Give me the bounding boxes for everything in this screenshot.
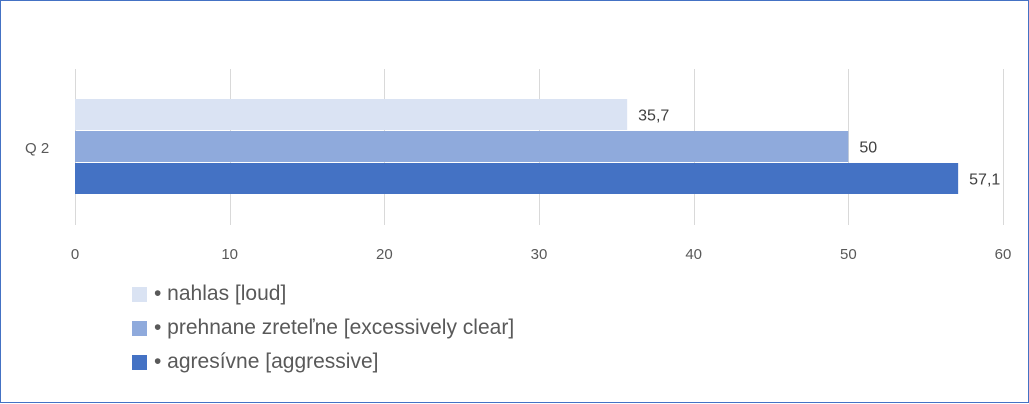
data-label-series-1: 50 [859,140,877,157]
legend-item-loud: • nahlas [loud] [132,277,514,311]
legend-item-aggressive: • agresívne [aggressive] [132,345,514,379]
x-tick-label-40: 40 [685,246,702,263]
legend-swatch-excessively-clear [132,320,147,336]
legend-swatch-aggressive [132,354,147,370]
x-tick-label-10: 10 [221,246,238,263]
legend-swatch-loud [132,286,147,302]
bars: 35,7 50 57,1 [75,99,1000,194]
x-tick-label-60: 60 [995,246,1012,263]
x-tick-label-50: 50 [840,246,857,263]
bar-series-1 [75,131,849,162]
legend-label-excessively-clear: • prehnane zreteľne [excessively clear] [154,316,515,339]
x-tick-label-0: 0 [71,246,79,263]
legend-item-excessively-clear: • prehnane zreteľne [excessively clear] [132,311,514,345]
x-tick-label-20: 20 [376,246,393,263]
data-label-series-2: 57,1 [969,172,1000,189]
legend: • nahlas [loud] • prehnane zreteľne [exc… [132,277,514,379]
x-tick-label-30: 30 [531,246,548,263]
x-axis-ticks: 0 10 20 30 40 50 60 [71,246,1012,263]
bar-series-0 [75,99,628,130]
legend-label-loud: • nahlas [loud] [154,282,287,305]
data-label-series-0: 35,7 [638,108,669,125]
y-axis-categories: Q 2 [25,140,49,157]
bar-series-2 [75,163,959,194]
legend-label-aggressive: • agresívne [aggressive] [154,350,379,373]
category-label: Q 2 [25,140,49,157]
